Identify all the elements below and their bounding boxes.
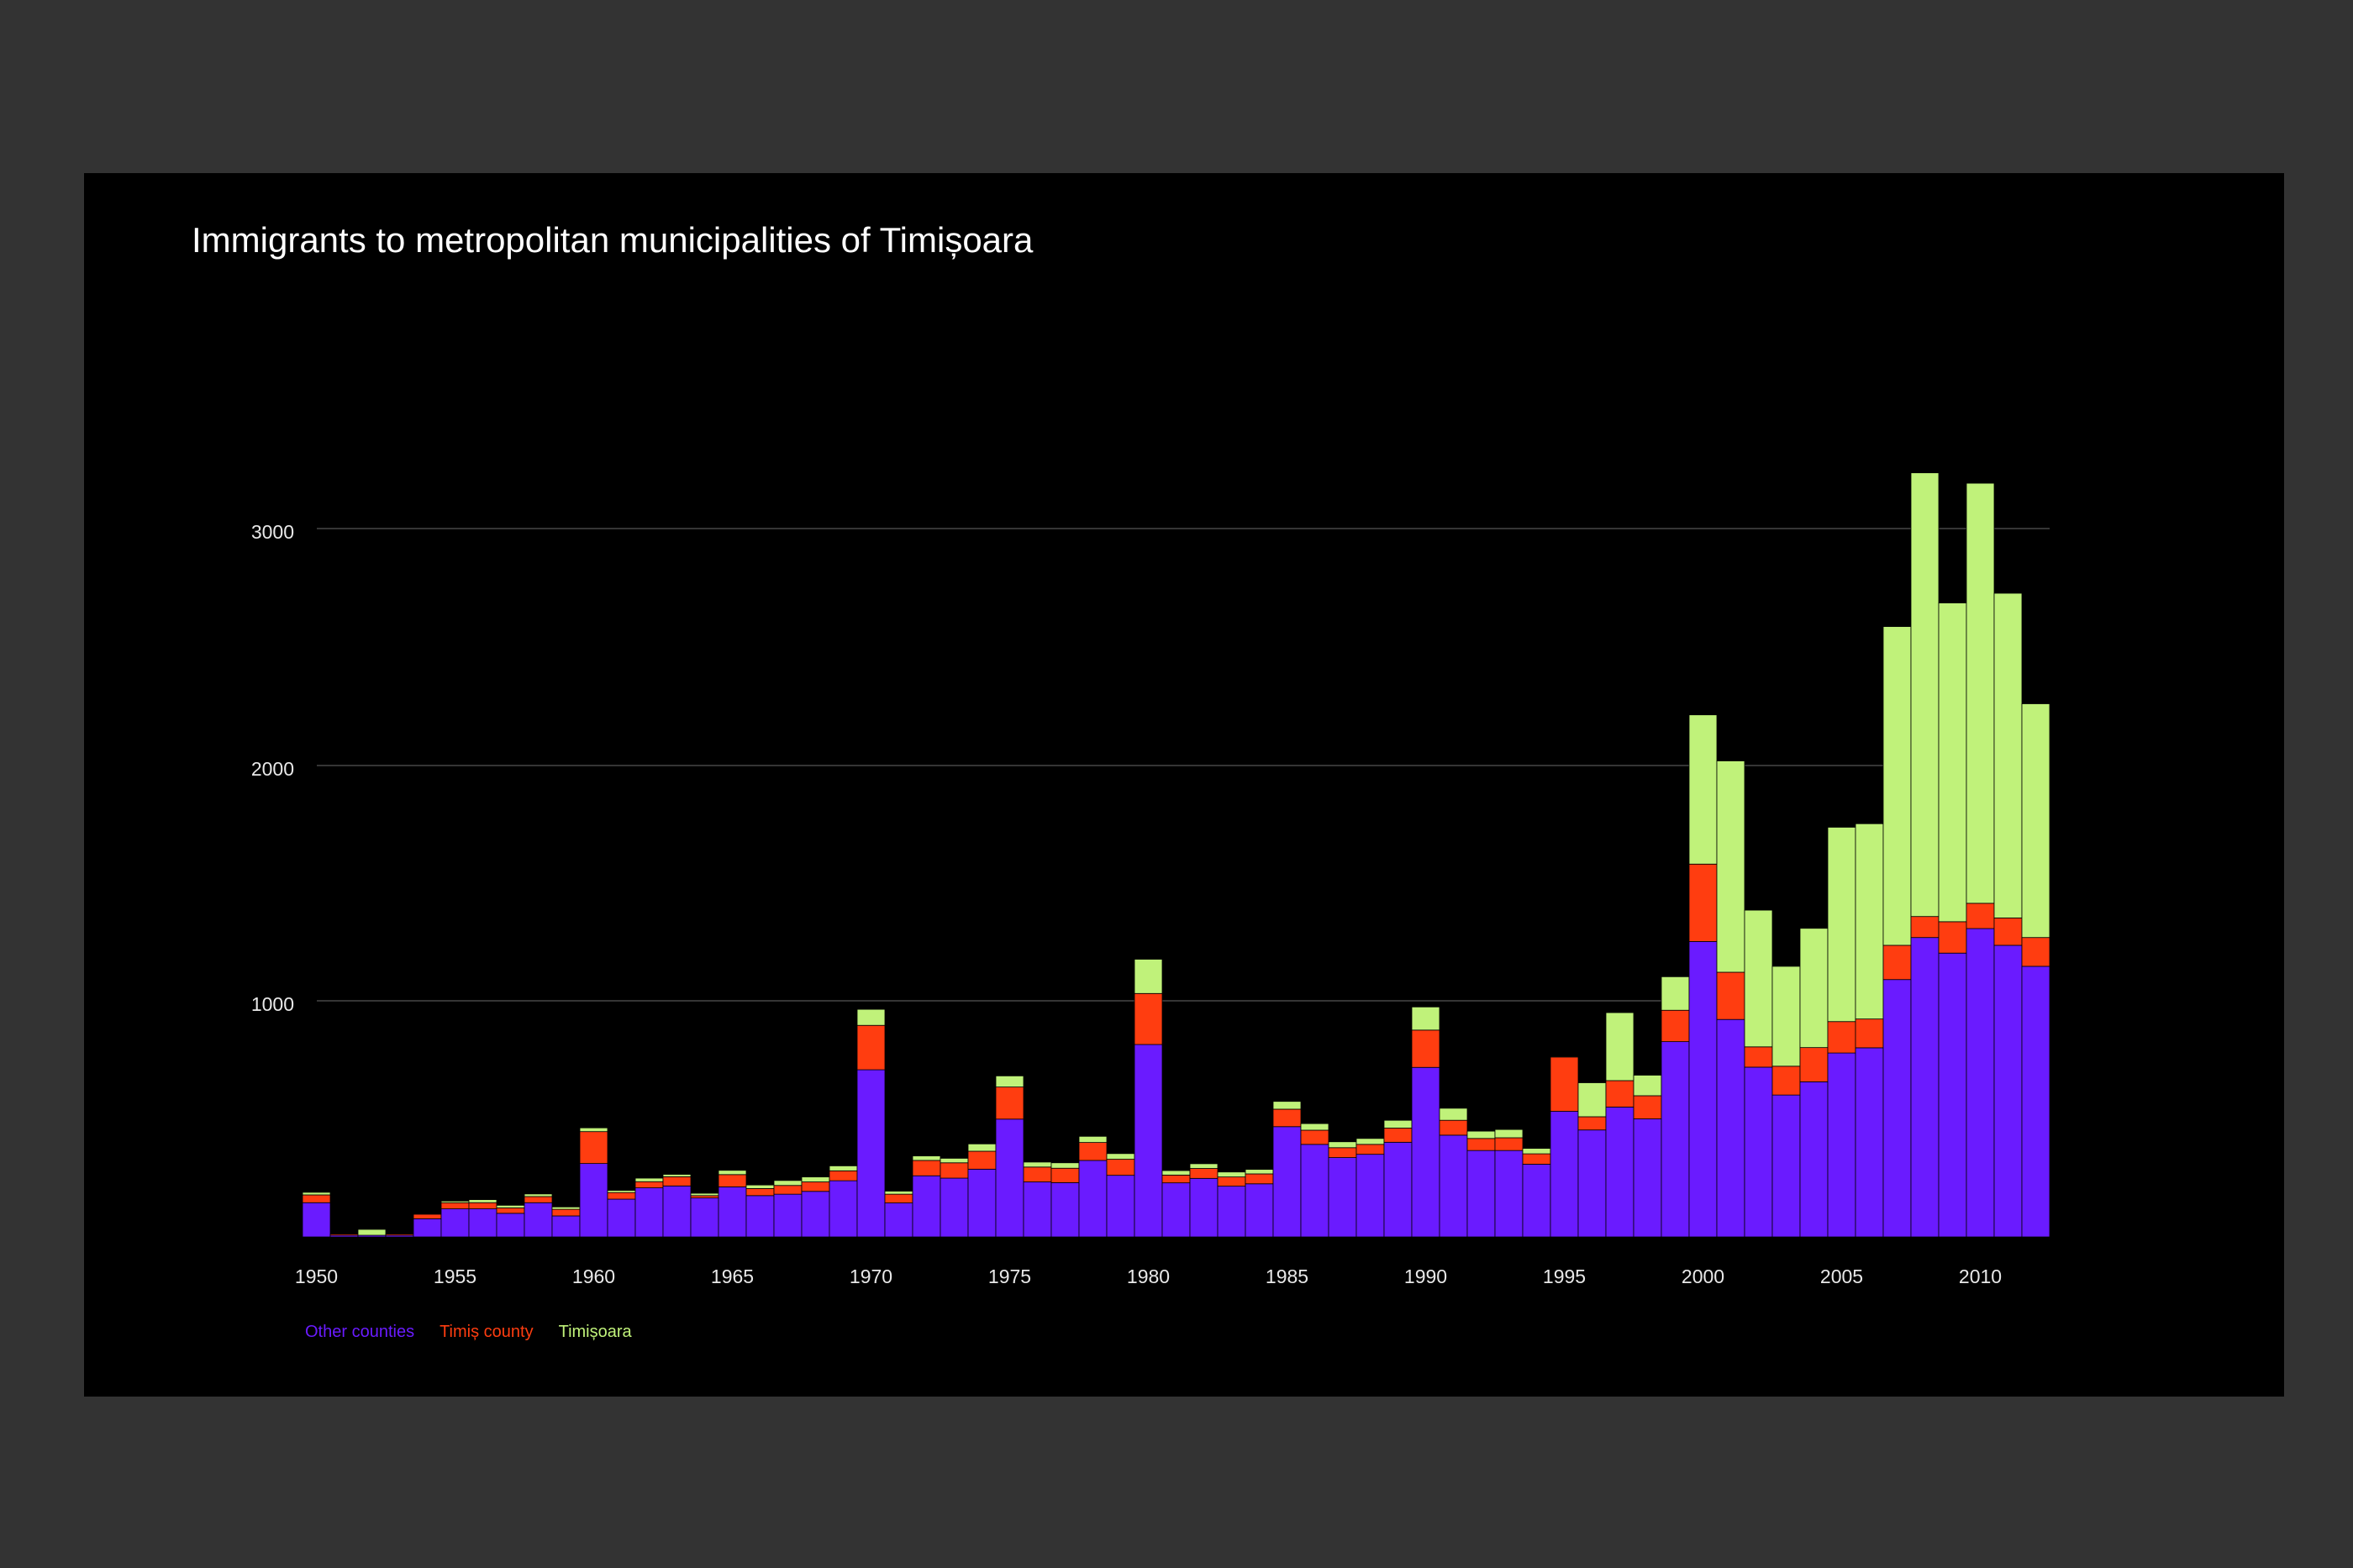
svg-text:2000: 2000 [251, 758, 294, 780]
svg-text:3000: 3000 [251, 521, 294, 543]
svg-text:1000: 1000 [251, 993, 294, 1015]
svg-text:1990: 1990 [1404, 1265, 1447, 1287]
svg-text:1980: 1980 [1127, 1265, 1170, 1287]
svg-text:2010: 2010 [1959, 1265, 2002, 1287]
svg-text:1955: 1955 [434, 1265, 476, 1287]
svg-text:1985: 1985 [1266, 1265, 1308, 1287]
svg-text:1965: 1965 [711, 1265, 754, 1287]
svg-text:1970: 1970 [850, 1265, 892, 1287]
svg-text:2005: 2005 [1820, 1265, 1863, 1287]
svg-text:1960: 1960 [572, 1265, 615, 1287]
svg-text:1995: 1995 [1543, 1265, 1586, 1287]
svg-text:1950: 1950 [295, 1265, 338, 1287]
svg-text:1975: 1975 [988, 1265, 1031, 1287]
svg-text:2000: 2000 [1682, 1265, 1724, 1287]
